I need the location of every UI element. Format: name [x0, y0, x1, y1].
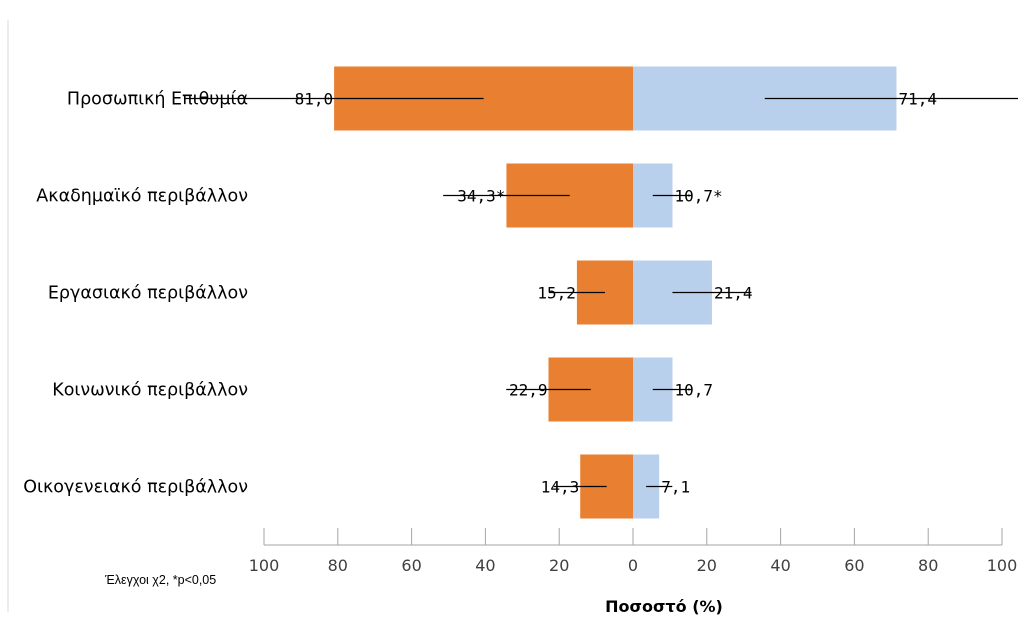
- left-value-label-4: 22,9: [509, 381, 548, 400]
- x-axis-title: Ποσοστό (%): [605, 597, 723, 616]
- x-tick-label-11: 100: [987, 556, 1018, 575]
- left-value-label-2: 34,3*: [457, 187, 505, 206]
- left-value-label-3: 15,2: [537, 284, 576, 303]
- category-label: Ακαδημαϊκό περιβάλλον: [36, 187, 248, 207]
- x-tick-label-5: 20: [549, 556, 569, 575]
- x-tick-label-7: 20: [697, 556, 717, 575]
- x-tick-label-6: 0: [628, 556, 638, 575]
- category-label: Εργασιακό περιβάλλον: [48, 284, 248, 304]
- category-labels: Προσωπική Επιθυμία Ακαδημαϊκό περιβάλλον Ε…: [23, 90, 248, 498]
- x-tick-label-1: 100: [249, 556, 280, 575]
- category-label: Κοινωνικό περιβάλλον: [52, 381, 248, 401]
- x-tick-label-2: 80: [328, 556, 348, 575]
- category-label: Προσωπική Επιθυμία: [67, 90, 248, 110]
- x-tick-label-9: 60: [844, 556, 864, 575]
- category-label: Οικογενειακό περιβάλλον: [23, 478, 248, 498]
- right-value-label-2: 10,7*: [674, 187, 722, 206]
- right-value-label-1: 71,4: [898, 90, 937, 109]
- footnote: Έλεγχοι χ2, *p<0,05: [104, 573, 216, 587]
- x-tick-label-4: 40: [475, 556, 495, 575]
- error-bars-layer: [184, 97, 1018, 488]
- bars-layer: [334, 66, 897, 519]
- left-value-label-5: 14,3: [541, 478, 580, 497]
- left-value-label-1: 81,0: [295, 90, 334, 109]
- right-value-label-5: 7,1: [661, 478, 690, 497]
- right-value-label-4: 10,7: [674, 381, 713, 400]
- right-value-label-3: 21,4: [714, 284, 753, 303]
- x-tick-label-3: 60: [401, 556, 421, 575]
- x-tick-label-8: 40: [770, 556, 790, 575]
- x-tick-label-10: 80: [918, 556, 938, 575]
- x-axis: 100 80 60 40 20 0 20 40 60 80 100: [249, 528, 1018, 575]
- value-labels: 81,0 71,4 34,3* 10,7* 15,2 21,4 22,9 10,7 14,3 7,…: [295, 90, 937, 497]
